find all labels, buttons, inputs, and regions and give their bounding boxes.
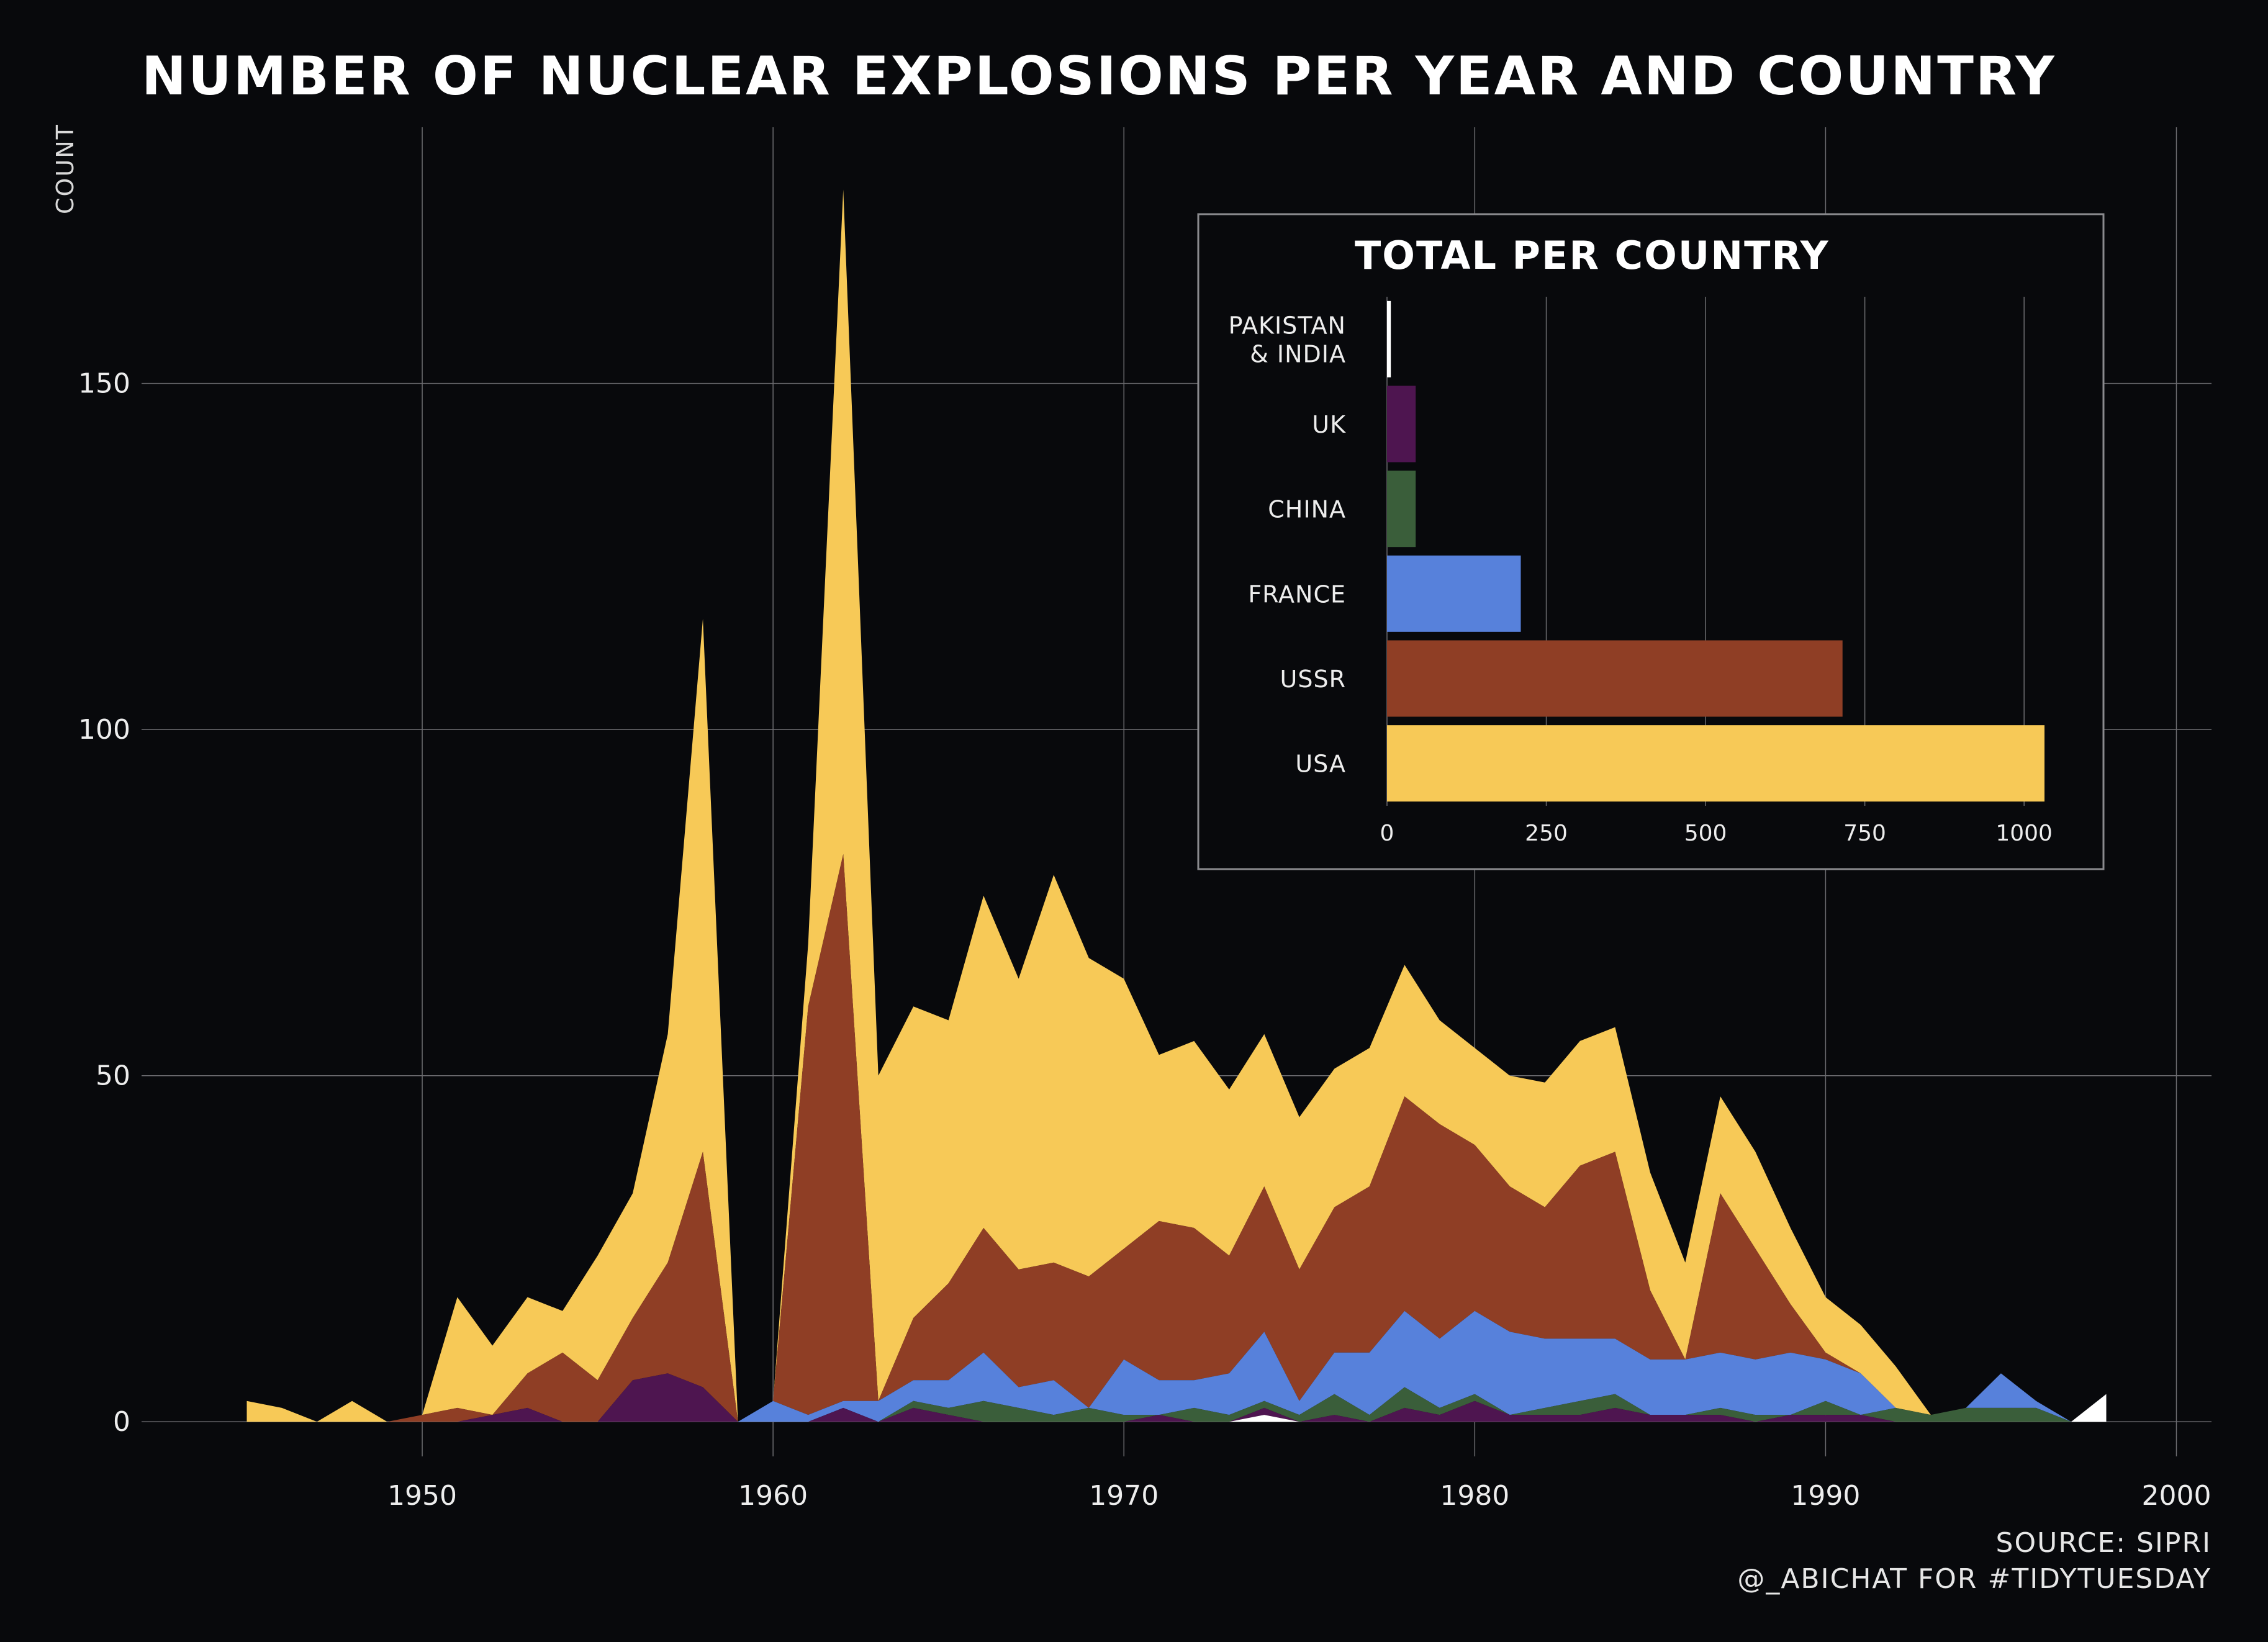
area-series-usa xyxy=(246,189,2107,1422)
inset-category-labels: PAKISTAN& INDIA UK CHINA FRANCE USSR USA xyxy=(1229,312,1346,778)
area-series-uk xyxy=(246,1373,2107,1422)
category-label: USSR xyxy=(1280,665,1346,693)
inset-x-tick-label: 0 xyxy=(1380,821,1394,846)
inset-total-per-country: TOTAL PER COUNTRY PAKISTAN& INDIA UK CHINA… xyxy=(1197,213,2105,870)
x-tick-label: 1950 xyxy=(387,1480,457,1512)
inset-x-tick-label: 750 xyxy=(1843,821,1886,846)
caption-credit: @_ABICHAT FOR #TIDYTUESDAY xyxy=(1737,1563,2212,1595)
category-label: UK xyxy=(1312,411,1346,438)
inset-title: TOTAL PER COUNTRY xyxy=(1355,233,1830,278)
caption-source: SOURCE: SIPRI xyxy=(1996,1527,2212,1559)
y-axis-ticks: 0 50 100 150 xyxy=(78,368,130,1438)
inset-gridlines xyxy=(1386,297,2025,806)
x-tick-label: 1980 xyxy=(1440,1480,1509,1512)
y-axis-label: COUNT xyxy=(52,124,79,214)
bar-ussr xyxy=(1387,640,1843,717)
inset-x-axis-ticks: 0 250 500 750 1000 xyxy=(1380,821,2053,846)
area-series-france xyxy=(246,1310,2107,1422)
inset-bars xyxy=(1387,300,2044,802)
bar-pakistan-india xyxy=(1387,300,1391,377)
category-label: USA xyxy=(1295,751,1346,778)
y-tick-label: 100 xyxy=(78,714,130,746)
bar-china xyxy=(1387,471,1416,548)
category-label: PAKISTAN xyxy=(1229,312,1346,339)
y-tick-label: 150 xyxy=(78,368,130,400)
bar-usa xyxy=(1387,725,2044,802)
x-axis-ticks: 1950 1960 1970 1980 1990 2000 xyxy=(387,1480,2211,1512)
stacked-areas xyxy=(246,189,2107,1422)
area-series-china xyxy=(246,1373,2107,1422)
chart-title: NUMBER OF NUCLEAR EXPLOSIONS PER YEAR AN… xyxy=(142,45,2056,107)
inset-x-tick-label: 1000 xyxy=(1995,821,2053,846)
bar-france xyxy=(1387,555,1521,632)
area-series-ussr xyxy=(246,854,2107,1422)
x-tick-label: 2000 xyxy=(2141,1480,2211,1512)
x-tick-label: 1970 xyxy=(1089,1480,1159,1512)
x-tick-label: 1990 xyxy=(1791,1480,1860,1512)
x-tick-label: 1960 xyxy=(738,1480,808,1512)
y-tick-label: 50 xyxy=(96,1060,130,1092)
category-label: FRANCE xyxy=(1248,580,1346,608)
y-tick-label: 0 xyxy=(113,1406,130,1438)
bar-uk xyxy=(1387,386,1416,462)
category-label: CHINA xyxy=(1268,496,1346,523)
category-label: & INDIA xyxy=(1250,340,1346,368)
inset-x-tick-label: 250 xyxy=(1525,821,1568,846)
inset-x-tick-label: 500 xyxy=(1684,821,1727,846)
